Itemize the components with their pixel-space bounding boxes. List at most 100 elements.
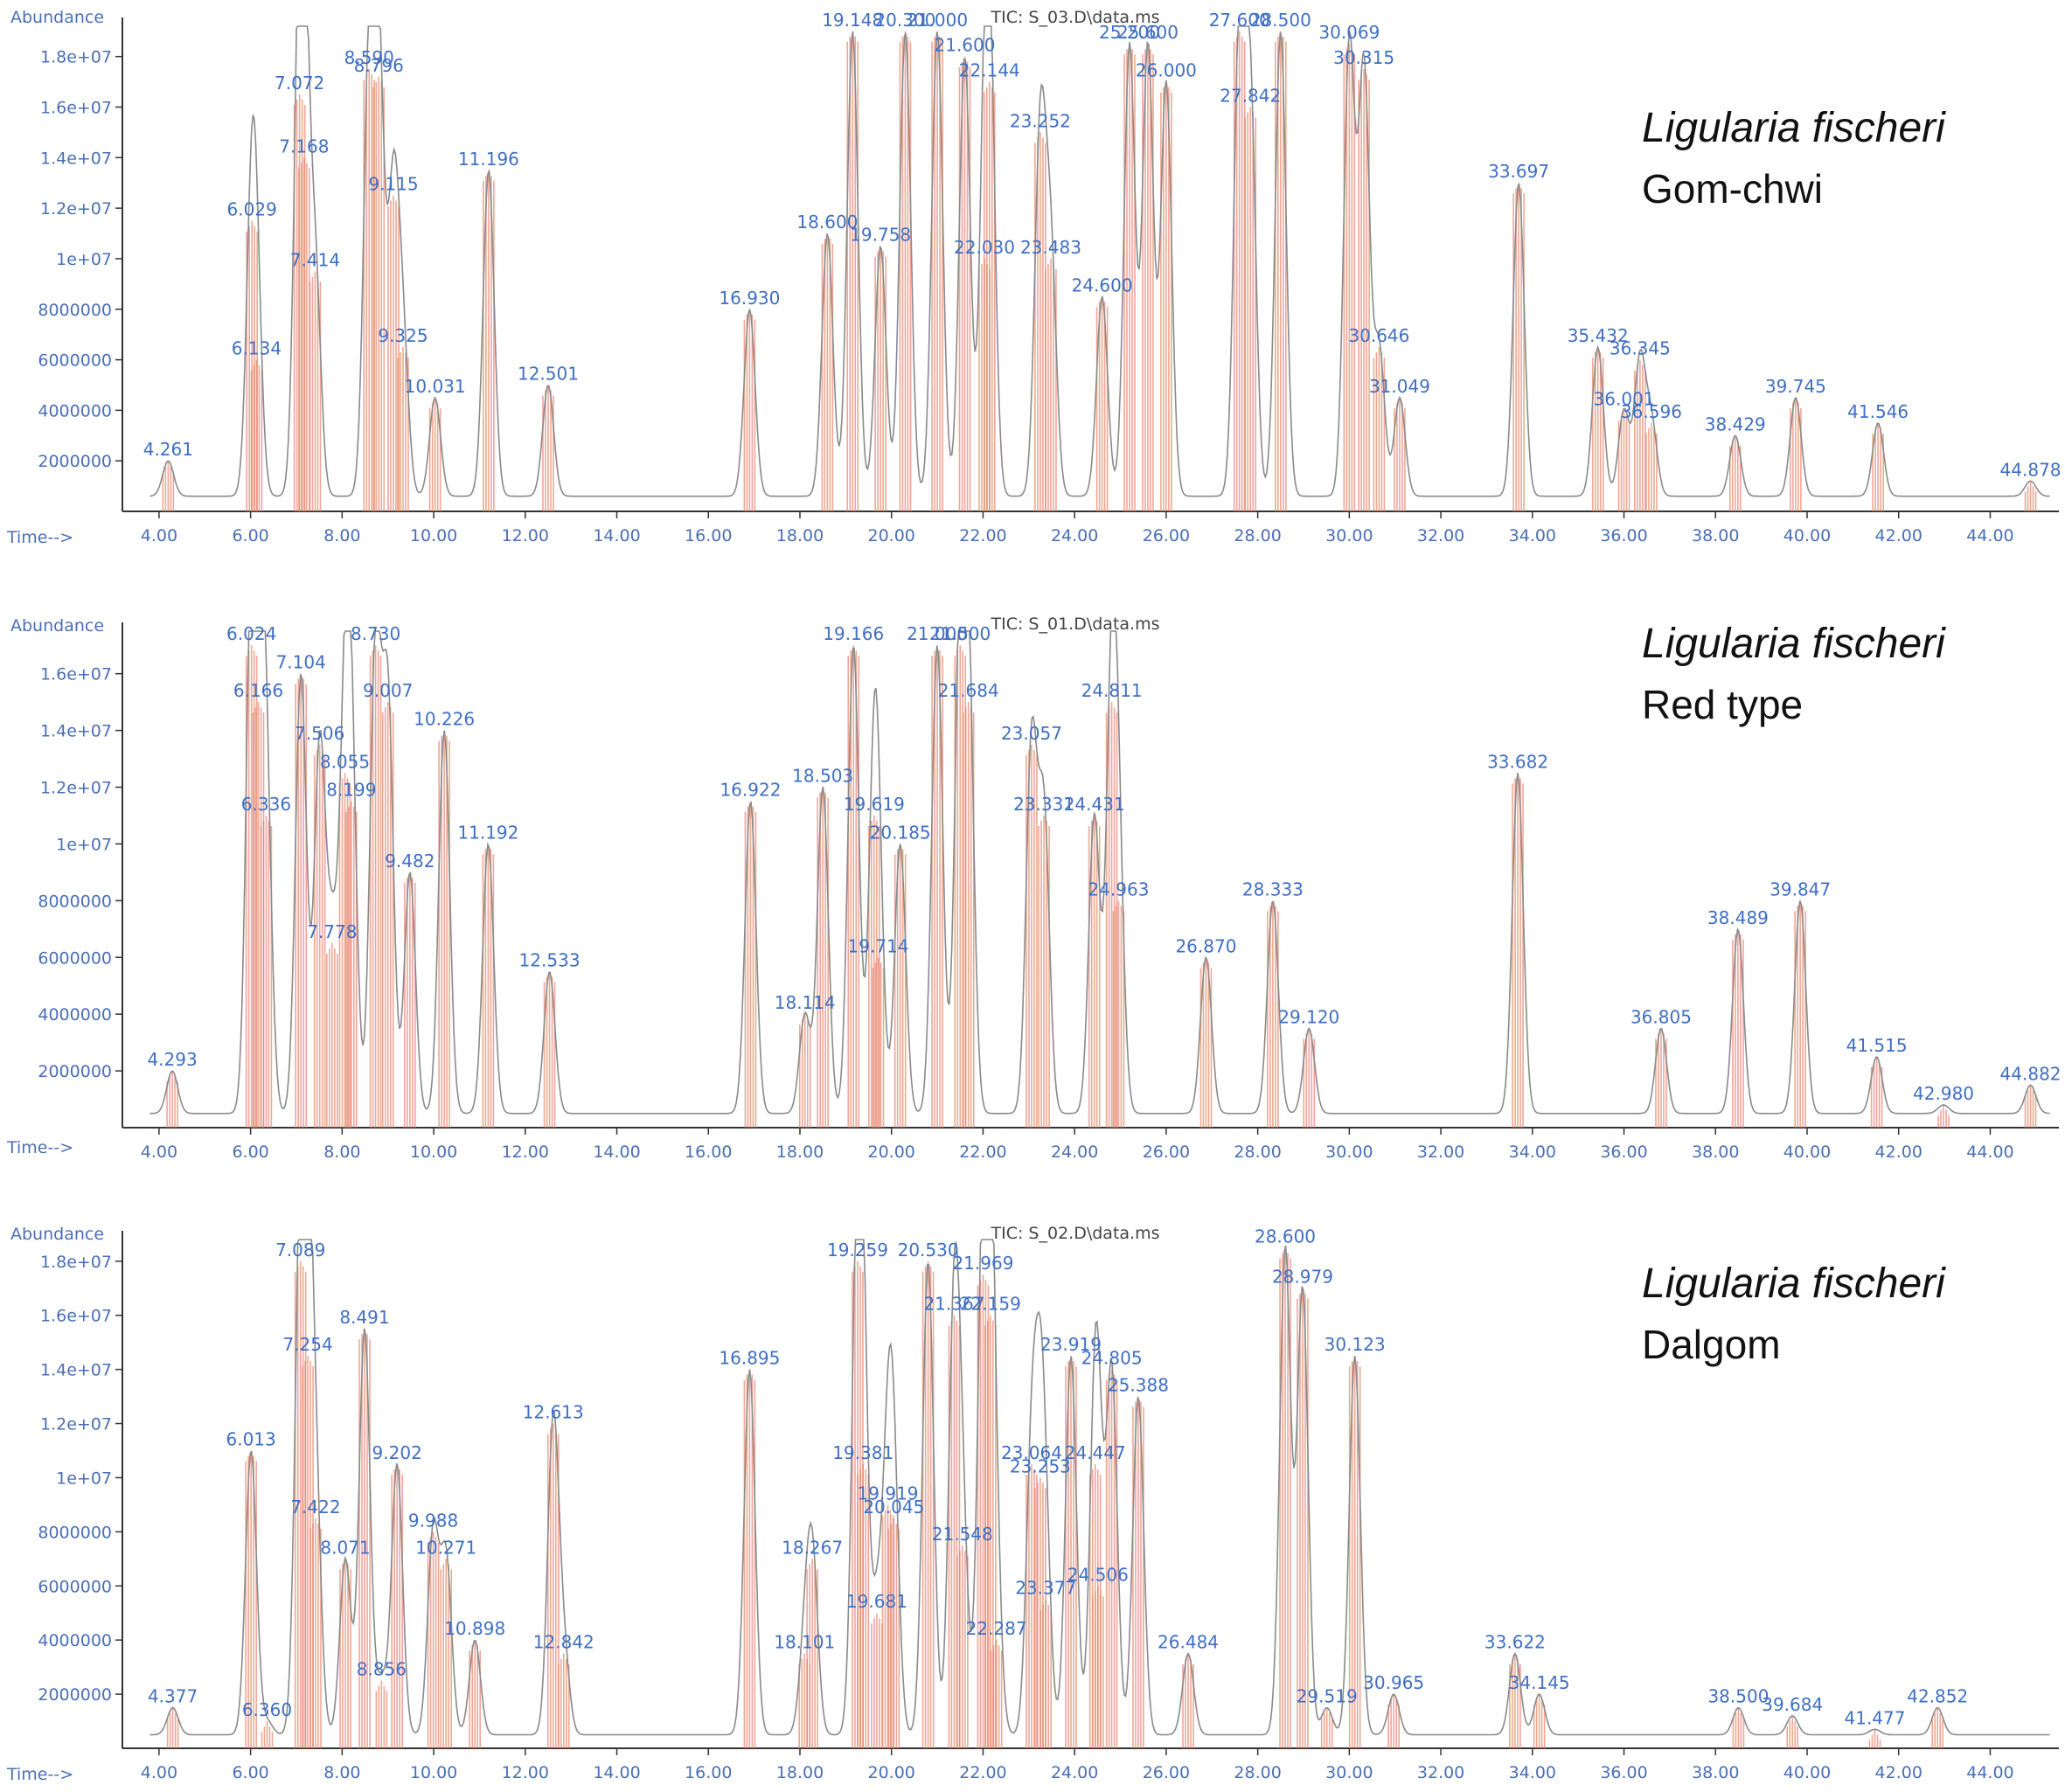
y-axis-label: Abundance [10,8,104,27]
y-tick-label: 4000000 [38,1631,112,1650]
peak-label: 23.377 [1015,1578,1076,1599]
peak-label: 36.805 [1630,1006,1692,1027]
x-axis-label: Time--> [6,1765,73,1784]
x-tick-label: 36.00 [1600,526,1647,545]
x-tick-label: 26.00 [1143,1143,1190,1162]
x-tick-label: 26.00 [1143,1763,1190,1782]
peak-label: 11.192 [457,822,518,843]
peak-label: 41.515 [1846,1035,1908,1056]
y-tick-label: 1.4e+07 [40,149,112,168]
peak-label: 23.057 [1001,723,1062,744]
x-tick-label: 14.00 [593,1763,640,1782]
peak-label: 36.001 [1594,388,1655,409]
x-tick-label: 32.00 [1417,1143,1464,1162]
peak-label: 25.600 [1117,22,1179,43]
peak-label: 4.261 [143,439,193,460]
peak-label: 18.503 [792,766,853,787]
peak-label: 33.622 [1484,1632,1546,1653]
peak-label: 19.148 [822,10,883,31]
peak-label: 7.506 [295,723,344,744]
peak-label: 6.024 [226,623,276,644]
y-tick-label: 8000000 [38,1523,112,1542]
peak-label: 20.530 [898,1240,959,1261]
peak-label: 11.196 [458,149,519,170]
species-legend: Ligularia fischeri Gom-chwi [1642,105,1946,212]
peak-label: 21.969 [952,1253,1013,1274]
x-tick-label: 44.00 [1966,1143,2013,1162]
peak-label: 20.185 [870,822,931,843]
x-tick-label: 16.00 [685,1143,732,1162]
peak-label: 28.333 [1242,879,1304,899]
peak-label: 24.600 [1072,274,1133,295]
y-tick-label: 1e+07 [56,1469,112,1488]
peak-label: 30.965 [1363,1672,1424,1693]
species-name: Ligularia fischeri [1642,105,1946,151]
peak-label: 8.055 [320,751,370,772]
peak-label: 39.745 [1765,376,1826,397]
y-tick-label: 8000000 [38,892,112,911]
peak-label: 27.842 [1220,86,1281,107]
y-tick-label: 1.8e+07 [40,48,112,67]
y-tick-label: 4000000 [38,401,112,420]
peak-label: 7.089 [275,1240,325,1261]
x-tick-label: 28.00 [1234,1763,1281,1782]
chart-title: TIC: S_02.D\data.ms [991,1224,1160,1243]
x-tick-label: 22.00 [959,1763,1006,1782]
x-tick-label: 12.00 [502,1763,549,1782]
x-tick-label: 30.00 [1325,526,1373,545]
x-tick-label: 26.00 [1143,526,1190,545]
peak-label: 33.682 [1487,751,1548,772]
x-tick-label: 4.00 [141,1763,177,1782]
species-legend: Ligularia fischeri Dalgom [1642,1261,1946,1367]
y-tick-label: 1.6e+07 [40,665,112,684]
x-tick-label: 8.00 [323,526,360,545]
x-tick-label: 36.00 [1600,1143,1647,1162]
peak-label: 19.919 [858,1483,919,1504]
peak-label: 23.331 [1013,794,1074,815]
y-tick-label: 2000000 [38,452,112,471]
peak-label: 8.856 [357,1659,407,1680]
variety-name: Gom-chwi [1642,166,1823,212]
peak-label: 41.477 [1845,1707,1906,1728]
y-tick-label: 2000000 [38,1685,112,1705]
peak-label: 22.287 [966,1618,1027,1639]
x-tick-label: 28.00 [1234,526,1281,545]
peak-label: 18.267 [782,1537,843,1558]
tic-trace [149,630,2050,1115]
peak-label: 18.101 [774,1632,835,1653]
x-axis-label: Time--> [6,1138,73,1157]
x-tick-label: 6.00 [232,1143,268,1162]
peak-label: 7.104 [276,652,326,673]
peak-label: 39.847 [1770,879,1831,899]
peak-label: 38.489 [1707,907,1769,928]
peak-label: 20.045 [863,1497,924,1518]
peak-label: 8.796 [354,55,404,76]
peak-label: 9.115 [368,174,418,195]
peak-label: 7.778 [307,921,357,942]
peak-label: 6.029 [227,199,277,220]
tic-trace [149,25,2050,497]
peak-label: 6.013 [226,1428,276,1449]
peak-label: 7.168 [279,135,329,156]
x-tick-label: 44.00 [1966,526,2013,545]
y-tick-label: 1.2e+07 [40,199,112,219]
x-tick-label: 28.00 [1234,1143,1281,1162]
y-axis-label: Abundance [10,616,104,636]
y-tick-label: 6000000 [38,351,112,371]
peak-label: 9.325 [378,325,428,346]
x-tick-label: 4.00 [141,526,177,545]
x-tick-label: 16.00 [685,526,732,545]
species-name: Ligularia fischeri [1642,1261,1946,1307]
x-tick-label: 4.00 [141,1143,177,1162]
peak-label: 19.381 [832,1442,893,1463]
peak-label: 12.842 [533,1632,594,1653]
peak-label: 24.506 [1067,1564,1129,1585]
x-tick-label: 24.00 [1051,1143,1098,1162]
peak-label: 23.483 [1020,237,1081,258]
x-tick-label: 34.00 [1509,1763,1556,1782]
x-tick-label: 30.00 [1325,1763,1373,1782]
x-tick-label: 44.00 [1966,1763,2013,1782]
x-tick-label: 18.00 [776,1763,824,1782]
peak-label: 19.166 [823,623,884,644]
x-tick-label: 20.00 [868,1763,915,1782]
